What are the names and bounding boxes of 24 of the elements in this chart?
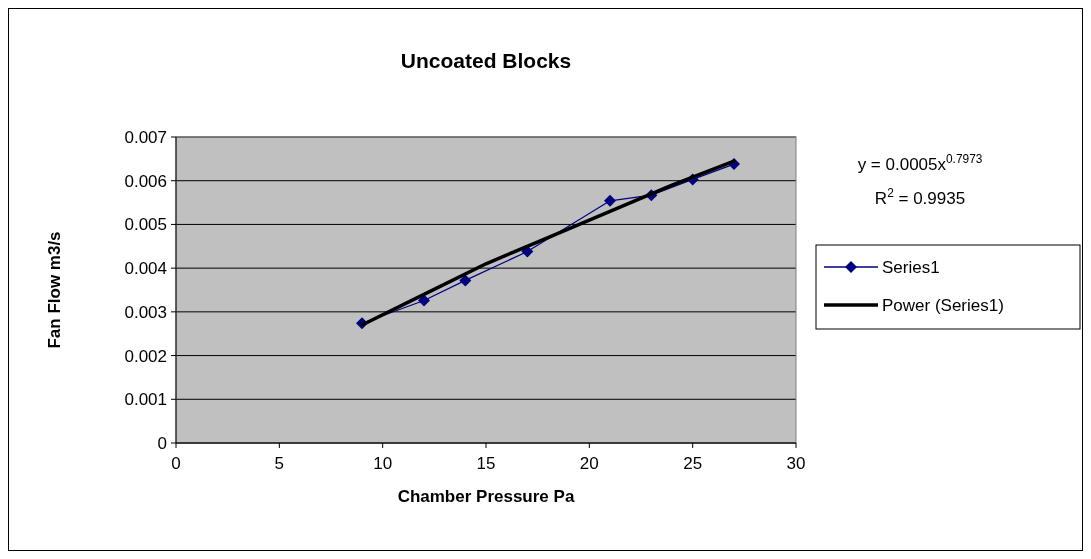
y-tick-label: 0.002 bbox=[124, 346, 167, 366]
x-axis-title: Chamber Pressure Pa bbox=[397, 487, 575, 506]
x-tick-label: 30 bbox=[786, 454, 806, 473]
y-tick-label: 0 bbox=[157, 433, 167, 453]
text: y = 0.0005x$^{0.7973}$ bbox=[857, 152, 983, 174]
text: R$^{2}$ = 0.9935 bbox=[874, 186, 966, 208]
x-tick-label: 0 bbox=[171, 454, 181, 473]
y-tick-label: 0.006 bbox=[124, 171, 167, 191]
y-axis-title: Fan Flow m3/s bbox=[45, 231, 64, 349]
y-tick-label: 0.003 bbox=[124, 302, 167, 322]
y-tick-label: 0.001 bbox=[124, 390, 167, 410]
legend-label: Series1 bbox=[882, 257, 940, 277]
chart-title: Uncoated Blocks bbox=[400, 49, 572, 72]
y-tick-label: 0.004 bbox=[124, 259, 167, 279]
point bbox=[459, 274, 472, 287]
x-tick-label: 10 bbox=[373, 454, 393, 473]
point bbox=[604, 194, 616, 207]
x-tick-label: 15 bbox=[476, 454, 496, 473]
y-tick-label: 0.005 bbox=[124, 215, 167, 235]
legend-label: Power (Series1) bbox=[882, 295, 1004, 315]
x-tick-label: 5 bbox=[274, 454, 285, 473]
y-tick-label: 0.007 bbox=[124, 127, 167, 147]
x-tick-label: 25 bbox=[683, 454, 703, 473]
x-tick-label: 20 bbox=[579, 454, 599, 473]
